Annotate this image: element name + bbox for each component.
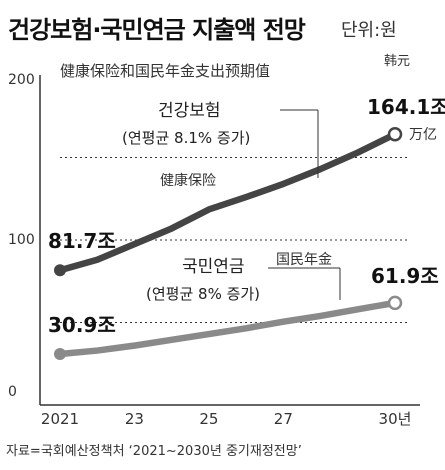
series-line [56,130,399,274]
y-tick-label: 200 [8,72,35,88]
end-value-label: 164.1조 [367,95,445,119]
x-tick-label: 25 [199,410,218,428]
x-tick-label: 30년 [379,410,412,428]
title-translation: 健康保险和国民年金支出预期值 [60,62,271,80]
x-tick-label: 27 [274,410,293,428]
series-name-label: 건강보험 [158,101,221,121]
chart-title: 건강보험·국민연금 지출액 전망 [8,16,306,44]
series-name-translation: 国民年金 [276,252,332,268]
series-name-label: 국민연금 [182,257,245,277]
end-value-label: 61.9조 [371,264,439,288]
source-note: 자료=국회예산정책처 ‘2021~2030년 중기재정전망’ [6,444,302,459]
data-point-start [54,264,66,277]
start-value-label: 81.7조 [48,229,116,253]
series-growth-label: (연평균 8% 증가) [146,285,260,303]
data-point-end [387,126,403,142]
y-tick-label: 100 [8,232,35,248]
x-tick-label: 2021 [41,410,79,428]
series-growth-label: (연평균 8.1% 증가) [122,129,250,147]
series-line [56,299,399,358]
start-value-label: 30.9조 [48,313,116,337]
data-point-start [54,348,66,361]
unit-label-translation: 韩元 [384,54,411,69]
end-value-translation: 万亿 [409,127,437,143]
y-tick-label: 0 [8,384,17,400]
x-tick-label: 23 [125,410,144,428]
unit-label: 단위:원 [341,20,397,41]
series-name-translation: 健康保险 [160,172,216,189]
data-point-end [387,295,403,311]
